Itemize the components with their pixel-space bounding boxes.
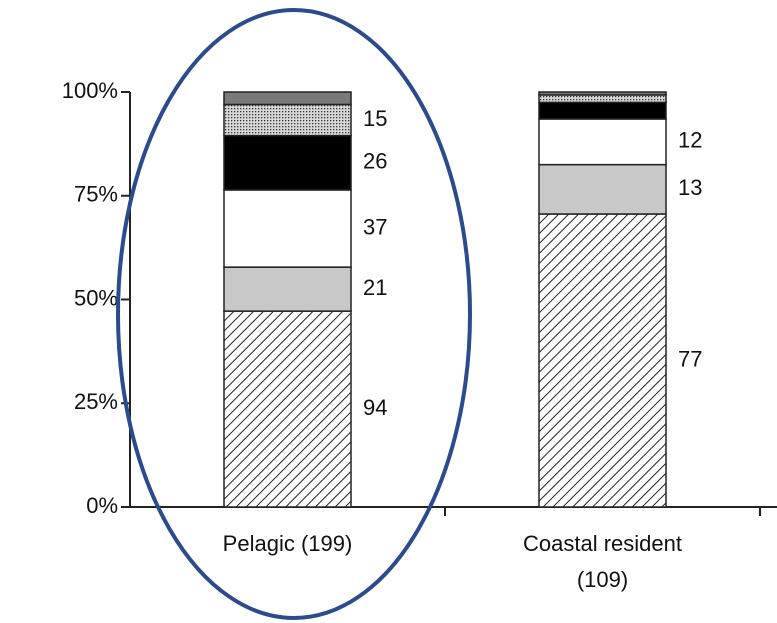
bar-segment bbox=[223, 189, 352, 268]
count-label: 37 bbox=[363, 214, 387, 239]
y-tick-label: 100% bbox=[62, 78, 118, 103]
bar-segment bbox=[538, 94, 667, 104]
count-label: 26 bbox=[363, 149, 387, 174]
bar-segment bbox=[538, 213, 667, 508]
count-label: 77 bbox=[678, 346, 702, 371]
y-tick-label: 50% bbox=[74, 285, 118, 310]
y-tick-label: 75% bbox=[74, 182, 118, 207]
bar-segment bbox=[223, 266, 352, 312]
count-label: 15 bbox=[363, 106, 387, 131]
x-tick-label: (109) bbox=[577, 567, 628, 592]
y-tick-label: 0% bbox=[86, 493, 118, 518]
x-tick-label: Pelagic (199) bbox=[223, 531, 353, 556]
count-label: 12 bbox=[678, 128, 702, 153]
bar-segment bbox=[223, 134, 352, 191]
highlight-ellipse bbox=[116, 8, 472, 620]
bar-segment bbox=[223, 310, 352, 508]
bar-segment bbox=[538, 91, 667, 96]
x-tick-label: Coastal resident bbox=[523, 531, 682, 556]
bar-segment bbox=[223, 91, 352, 106]
bar-segment bbox=[223, 103, 352, 137]
bar-segment bbox=[538, 163, 667, 215]
count-label: 13 bbox=[678, 175, 702, 200]
bar-segment bbox=[538, 118, 667, 166]
y-tick-label: 25% bbox=[74, 389, 118, 414]
count-label: 21 bbox=[363, 275, 387, 300]
count-label: 94 bbox=[363, 395, 387, 420]
bar-segment bbox=[538, 101, 667, 120]
